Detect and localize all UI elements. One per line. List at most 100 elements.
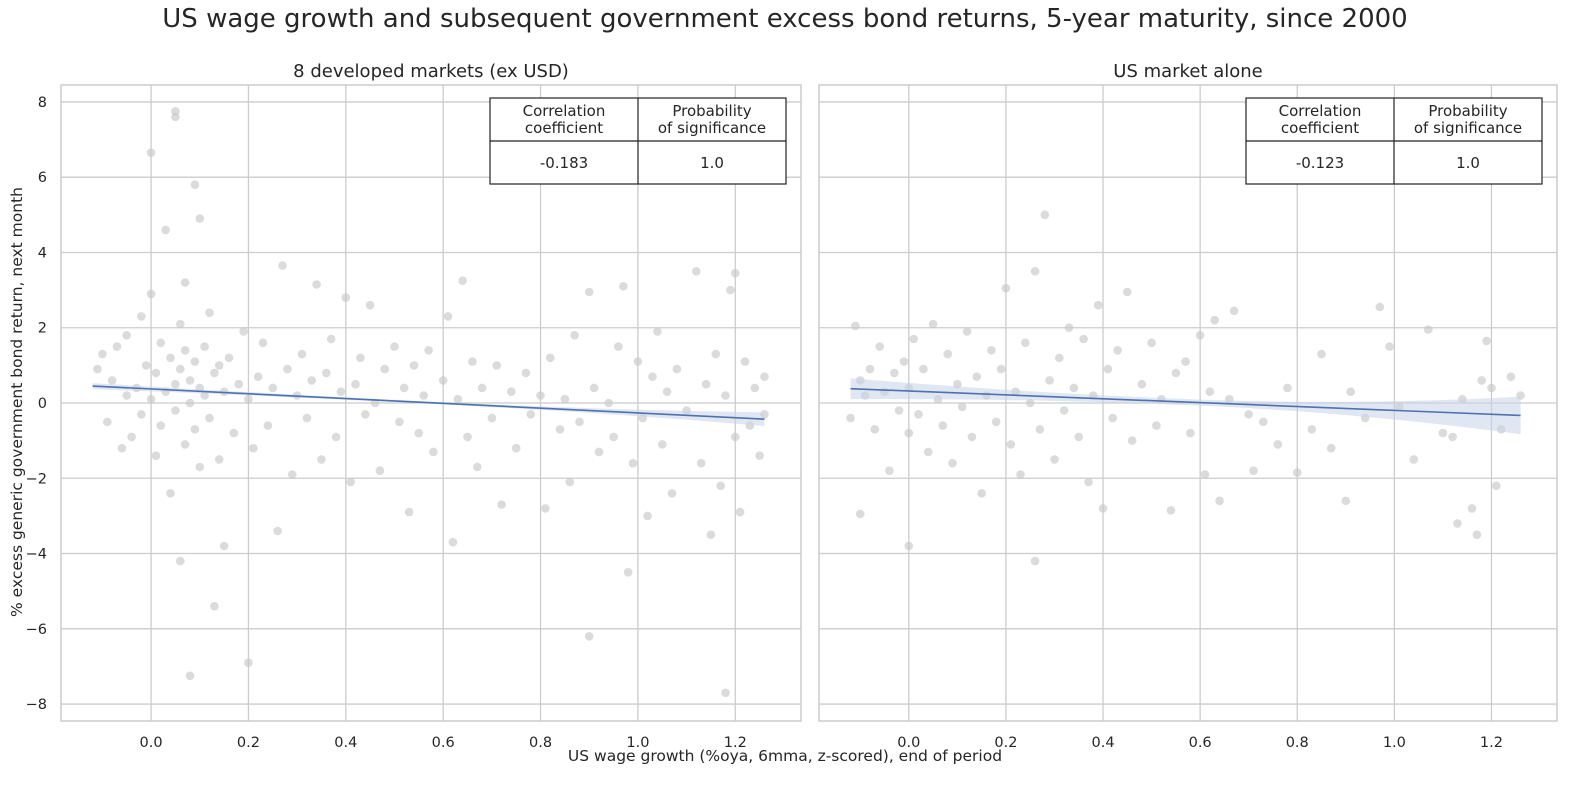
data-point — [1448, 432, 1457, 442]
data-point — [1074, 432, 1084, 442]
data-point — [633, 357, 643, 366]
data-point — [409, 361, 419, 370]
data-point — [1292, 468, 1302, 477]
data-point — [987, 346, 996, 355]
data-point — [1084, 477, 1093, 487]
data-point — [1482, 336, 1491, 346]
data-point — [239, 327, 248, 336]
y-tick-label: −8 — [26, 697, 47, 713]
x-tick-label: 0.4 — [334, 735, 357, 751]
data-point — [589, 383, 599, 393]
data-point — [171, 379, 180, 389]
data-point — [1375, 302, 1385, 312]
data-point — [399, 383, 409, 393]
data-point — [424, 346, 433, 355]
data-point — [1045, 376, 1054, 385]
data-point — [166, 353, 175, 363]
data-point — [1200, 470, 1210, 479]
data-point — [448, 537, 458, 547]
data-point — [1273, 440, 1283, 449]
plot-frame — [60, 84, 802, 722]
data-point — [609, 432, 618, 442]
y-tick-label: −4 — [26, 547, 47, 563]
data-point — [180, 440, 190, 449]
data-point — [594, 447, 604, 457]
data-point — [750, 383, 760, 393]
panel-1: 8 developed markets (ex USD) 0.0 0.2 0.4 0.6… — [26, 61, 802, 751]
data-point — [429, 447, 438, 457]
data-point — [307, 376, 317, 385]
data-point — [224, 353, 234, 363]
data-point — [176, 364, 185, 374]
data-point — [716, 481, 725, 491]
data-point — [156, 421, 166, 430]
data-point — [672, 364, 682, 374]
regression-line — [850, 387, 1521, 417]
data-point — [127, 432, 136, 442]
stats-table: Correlation coefficient Probability of sign… — [1245, 97, 1543, 185]
data-point — [735, 507, 745, 517]
data-point — [870, 425, 880, 434]
data-point — [919, 364, 928, 374]
data-point — [943, 349, 952, 359]
data-point — [904, 541, 914, 551]
data-point — [521, 368, 531, 378]
data-point — [1040, 210, 1050, 220]
data-point — [151, 451, 161, 461]
data-point — [234, 379, 243, 389]
data-point — [928, 319, 938, 329]
data-point — [171, 406, 180, 415]
x-tick-label: 0.2 — [994, 735, 1017, 751]
data-point — [526, 410, 536, 419]
data-point — [1098, 504, 1108, 513]
data-point — [1205, 387, 1215, 397]
data-point — [156, 338, 166, 348]
data-point — [146, 394, 156, 404]
stats-table-header: Correlation coefficient — [523, 102, 606, 137]
data-point — [1229, 306, 1239, 316]
data-point — [1064, 323, 1074, 333]
data-point — [146, 289, 156, 299]
data-point — [219, 541, 229, 551]
data-point — [614, 342, 623, 351]
data-point — [1317, 349, 1326, 359]
data-point — [137, 410, 146, 419]
data-point — [536, 391, 545, 400]
data-point — [117, 443, 127, 453]
data-point — [107, 376, 117, 385]
data-point — [923, 447, 933, 457]
data-point — [185, 376, 195, 385]
data-point — [210, 368, 219, 378]
data-point — [317, 455, 326, 464]
data-point — [205, 308, 214, 318]
data-point — [297, 349, 307, 359]
x-tick-label: 0.6 — [1189, 735, 1212, 751]
data-point — [176, 556, 185, 566]
data-point — [336, 387, 346, 397]
stats-table-header: Probability of significance — [658, 102, 766, 137]
data-point — [185, 671, 195, 681]
data-point — [865, 364, 875, 374]
data-point — [546, 353, 555, 363]
data-point — [1093, 300, 1103, 310]
data-point — [302, 413, 312, 423]
data-point — [711, 349, 721, 359]
data-points — [93, 107, 769, 698]
data-point — [361, 410, 370, 419]
x-tick-label: 0.8 — [1286, 735, 1309, 751]
data-point — [1030, 556, 1040, 566]
data-point — [555, 425, 565, 434]
data-point — [1453, 519, 1462, 528]
data-point — [331, 432, 341, 442]
data-point — [996, 364, 1006, 374]
data-point — [731, 432, 740, 442]
data-point — [1127, 436, 1137, 445]
data-point — [696, 458, 706, 468]
data-point — [375, 466, 385, 476]
data-point — [146, 148, 156, 157]
data-point — [1424, 325, 1433, 334]
data-point — [341, 293, 351, 302]
data-point — [443, 312, 453, 321]
data-point — [560, 394, 570, 404]
